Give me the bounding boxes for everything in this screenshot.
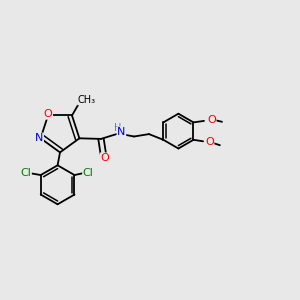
Text: Cl: Cl: [20, 168, 31, 178]
Text: H: H: [113, 122, 121, 133]
Text: N: N: [35, 133, 43, 143]
Text: Cl: Cl: [83, 168, 94, 178]
Text: O: O: [205, 137, 214, 147]
Text: O: O: [100, 153, 109, 163]
Text: CH₃: CH₃: [78, 95, 96, 105]
Text: O: O: [44, 109, 52, 119]
Text: N: N: [117, 127, 126, 137]
Text: O: O: [207, 115, 216, 125]
